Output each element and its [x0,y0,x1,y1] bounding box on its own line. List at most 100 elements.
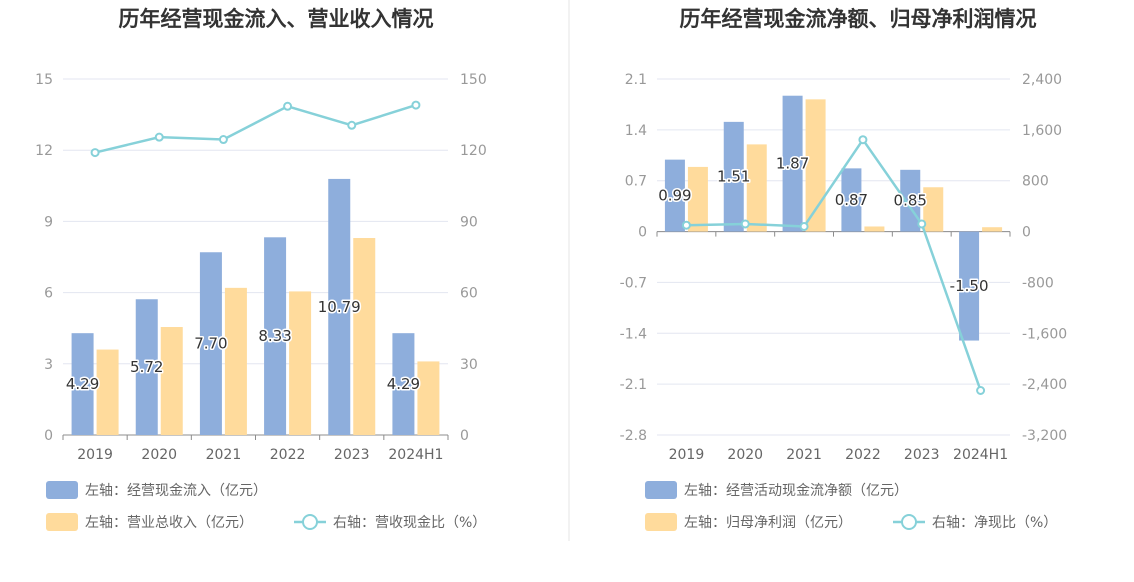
chart-title: 历年经营现金流净额、归母净利润情况 [680,7,1037,31]
x-axis-tick-label: 2020 [141,447,177,463]
right-axis-tick-label: -800 [1022,275,1054,291]
legend-primary-bar-swatch [645,481,677,499]
line-series [94,103,417,154]
x-axis-tick-label: 2021 [206,447,242,463]
right-axis-tick-label: 2,400 [1022,72,1062,88]
line-point [347,120,357,130]
right-axis-tick-label: 120 [460,143,487,159]
left-axis-tick-label: -0.7 [620,275,647,291]
left-axis-tick-label: -2.1 [620,377,647,393]
left-axis-tick-label: 0 [638,225,647,241]
line-point [740,219,750,229]
left-axis-tick-label: 0 [44,428,53,444]
legend-secondary-bar-label: 左轴：归母净利润（亿元） [684,514,852,531]
right-axis-tick-label: 800 [1022,174,1049,190]
bar-secondary [864,226,885,232]
legend-secondary-bar-swatch [46,513,78,531]
bar-primary [723,121,744,232]
left-axis-tick-label: -1.4 [620,326,647,342]
legend-line-label: 右轴：净现比（%） [932,515,1057,531]
left-axis-tick-label: 15 [35,72,53,88]
legend-line-swatch-marker [302,514,318,530]
bar-secondary [687,166,708,232]
bar-secondary [982,227,1003,232]
bar-secondary [353,238,376,435]
right-axis-tick-label: 60 [460,286,478,302]
bar-secondary [96,349,119,435]
left-axis-tick-label: 2.1 [625,72,647,88]
line-point [90,148,100,158]
x-axis-tick-label: 2023 [334,447,370,463]
bar-primary [782,95,803,232]
chart-title: 历年经营现金流入、营业收入情况 [119,7,434,31]
bar-secondary [417,361,440,435]
data-label: 4.29 [66,375,99,393]
line-point [799,221,809,231]
bar-primary [959,231,980,341]
data-label: 0.87 [835,191,868,209]
legend-line-label: 右轴：营收现金比（%） [333,515,486,531]
legend-primary-bar-label: 左轴：经营现金流入（亿元） [85,483,267,499]
x-axis-tick-label: 2022 [270,447,306,463]
bar-secondary [923,187,944,232]
bar-primary [328,178,351,435]
left-axis-tick-label: 12 [35,143,53,159]
data-label: 10.79 [318,298,361,316]
data-label: 0.85 [894,192,927,210]
left-axis-tick-label: 1.4 [625,123,647,139]
line-point [858,135,868,145]
left-axis-tick-label: -2.8 [620,428,647,444]
right-axis-tick-label: 90 [460,214,478,230]
x-axis-tick-label: 2022 [845,447,881,463]
data-label: 7.70 [194,335,227,353]
right-axis-tick-label: 0 [1022,225,1031,241]
bar-primary [71,333,94,435]
x-axis-tick-label: 2019 [77,447,113,463]
left-axis-tick-label: 3 [44,357,53,373]
line-series [686,137,982,391]
line-point [411,100,421,110]
data-label: 8.33 [258,327,291,345]
line-point [681,220,691,230]
data-label: 1.51 [717,168,750,186]
data-label: 5.72 [130,358,163,376]
x-axis-tick-label: 2023 [904,447,940,463]
x-axis-tick-label: 2019 [669,447,705,463]
x-axis-tick-label: 2021 [786,447,822,463]
legend-primary-bar-label: 左轴：经营活动现金流净额（亿元） [684,483,908,499]
bar-primary [392,333,415,435]
bar-secondary [746,144,767,232]
right-axis-tick-label: 150 [460,72,487,88]
line-point [283,101,293,111]
right-axis-tick-label: 30 [460,357,478,373]
bar-primary [664,159,685,232]
line-point [218,135,228,145]
bar-primary [841,168,862,232]
bar-secondary [224,287,247,435]
left-axis-tick-label: 9 [44,214,53,230]
line-point [154,132,164,142]
data-label: 4.29 [387,375,420,393]
right-axis-tick-label: -2,400 [1022,377,1067,393]
bar-primary [135,299,158,435]
right-axis-tick-label: 0 [460,428,469,444]
left-chart-panel: 历年经营现金流入、营业收入情况 036912150306090120150201… [35,7,487,531]
data-label: 1.87 [776,155,809,173]
legend-line-swatch-marker [901,514,917,530]
data-label: 0.99 [658,187,691,205]
bar-secondary [805,99,826,232]
left-axis-tick-label: 6 [44,286,53,302]
legend-secondary-bar-label: 左轴：营业总收入（亿元） [85,515,253,531]
left-axis-tick-label: 0.7 [625,174,647,190]
bar-secondary [160,327,183,435]
right-axis-tick-label: 1,600 [1022,123,1062,139]
right-axis-tick-label: -3,200 [1022,428,1067,444]
bar-primary [264,237,287,435]
bar-secondary [289,291,312,435]
legend-primary-bar-swatch [46,481,78,499]
x-axis-tick-label: 2020 [727,447,763,463]
right-axis-tick-label: -1,600 [1022,326,1067,342]
line-point [917,219,927,229]
line-point [976,386,986,395]
